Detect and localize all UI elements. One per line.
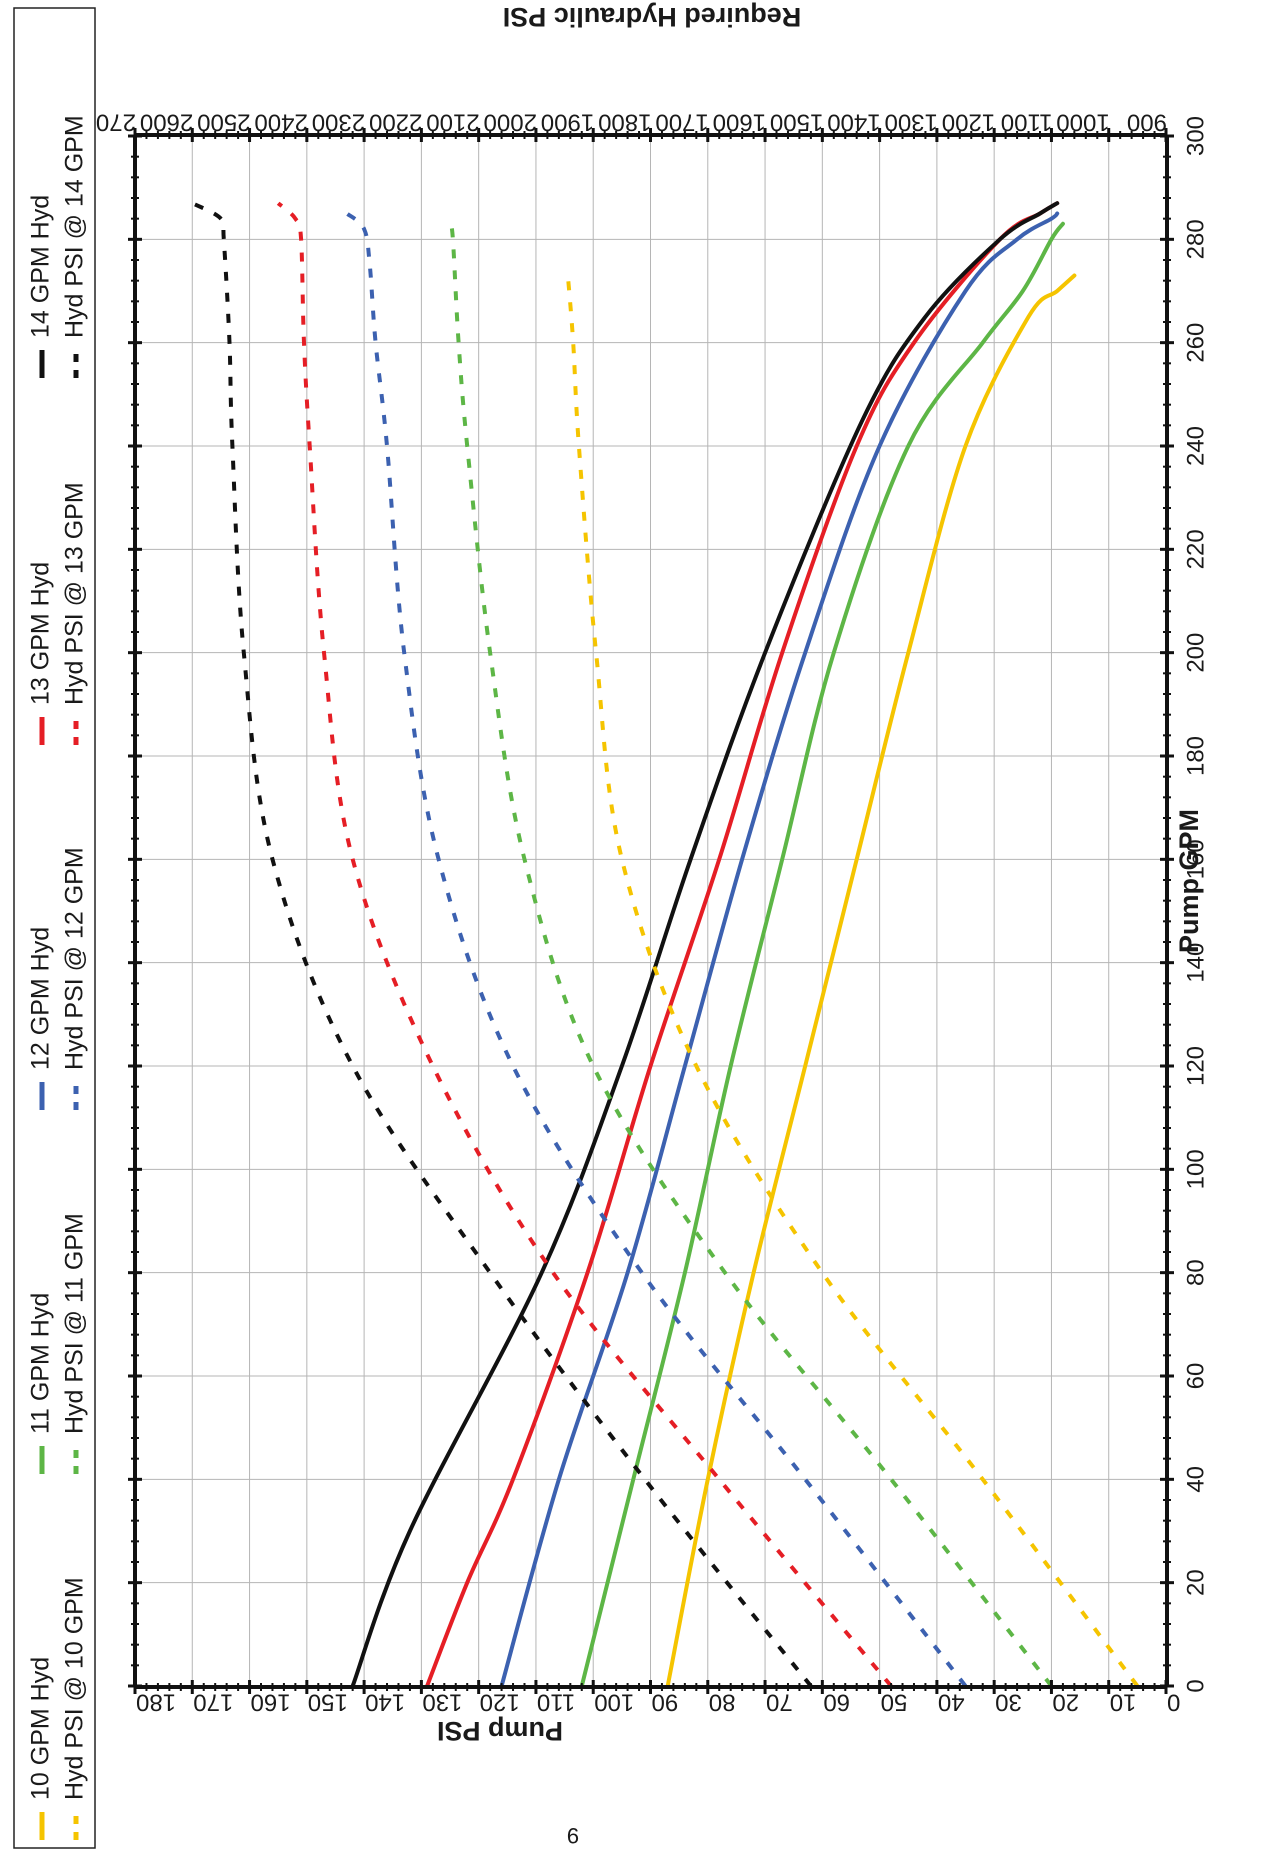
tick-label-gpm: 80 [1182, 1259, 1209, 1286]
tick-label-psi: 170 [193, 1689, 233, 1716]
legend-item: Hyd PSI @ 10 GPM [61, 1577, 89, 1840]
tick-label-hyd: 1000 [1056, 109, 1109, 136]
legend-label: 10 GPM Hyd [27, 1657, 55, 1800]
tick-label-hyd: 1300 [884, 109, 937, 136]
tick-label-gpm: 0 [1182, 1679, 1209, 1692]
tick-label-psi: 160 [251, 1689, 291, 1716]
series-line-0 [665, 273, 1077, 1688]
series-line-3 [425, 201, 1060, 1688]
plot-frame [128, 128, 1174, 1694]
legend-label: 11 GPM Hyd [27, 1293, 55, 1434]
tick-label-psi: 30 [995, 1689, 1022, 1716]
tick-label-psi: 180 [136, 1689, 176, 1716]
tick-label-hyd: 2500 [197, 109, 250, 136]
grid-lines [134, 135, 1167, 1687]
legend-label: Hyd PSI @ 13 GPM [61, 482, 89, 705]
tick-label-gpm: 20 [1182, 1569, 1209, 1596]
tick-label-gpm: 160 [1182, 839, 1209, 879]
tick-label-gpm: 260 [1182, 323, 1209, 363]
series-line-4 [350, 201, 1060, 1688]
tick-label-hyd: 2100 [426, 109, 479, 136]
legend-item: Hyd PSI @ 13 GPM [61, 482, 89, 745]
tick-label-hyd: 1600 [713, 109, 766, 136]
legend: 10 GPM Hyd 11 GPM Hyd 12 GPM Hyd 13 GPM Hyd… [13, 7, 96, 1849]
legend-item: 13 GPM Hyd [27, 562, 55, 745]
tick-label-psi: 10 [1110, 1689, 1137, 1716]
tick-label-gpm: 200 [1182, 633, 1209, 673]
tick-label-psi: 50 [881, 1689, 908, 1716]
tick-label-psi: 20 [1052, 1689, 1079, 1716]
series-line-8 [276, 201, 893, 1688]
tick-label-psi: 130 [422, 1689, 462, 1716]
tick-label-gpm: 280 [1182, 219, 1209, 259]
tick-labels: 0 10 20 30 40 50 60 70 80 90 100 110 120 130 140 150 160… [83, 109, 1210, 1716]
tick-label-psi: 80 [709, 1689, 736, 1716]
tick-label-psi: 0 [1167, 1689, 1180, 1716]
tick-label-gpm: 120 [1182, 1046, 1209, 1086]
tick-label-gpm: 180 [1182, 736, 1209, 776]
series-line-9 [191, 201, 813, 1688]
tick-label-hyd: 1400 [827, 109, 880, 136]
tick-label-gpm: 220 [1182, 529, 1209, 569]
tick-label-hyd: 2300 [312, 109, 365, 136]
legend-box [13, 7, 96, 1849]
series-line-6 [448, 222, 1053, 1688]
tick-label-psi: 110 [537, 1689, 575, 1716]
page-number: 9 [567, 1823, 579, 1848]
legend-item: Hyd PSI @ 12 GPM [61, 847, 89, 1110]
tick-label-hyd: 1500 [770, 109, 823, 136]
tick-label-hyd: 1900 [541, 109, 594, 136]
legend-label: 12 GPM Hyd [27, 927, 55, 1070]
legend-item: Hyd PSI @ 14 GPM [61, 115, 89, 378]
y2-axis-title: Required Hydraulic PSI [503, 2, 802, 32]
y-axis-title: Pump PSI [437, 1716, 563, 1746]
legend-items: 10 GPM Hyd 11 GPM Hyd 12 GPM Hyd 13 GPM Hyd… [27, 115, 89, 1840]
tick-label-hyd: 1100 [1001, 109, 1053, 136]
tick-label-psi: 60 [823, 1689, 850, 1716]
legend-item: 14 GPM Hyd [27, 195, 55, 378]
series-line-5 [565, 270, 1140, 1688]
tick-label-psi: 140 [365, 1689, 405, 1716]
legend-item: Hyd PSI @ 11 GPM [61, 1213, 89, 1474]
tick-label-gpm: 300 [1182, 116, 1209, 156]
legend-item: 10 GPM Hyd [27, 1657, 55, 1840]
tick-label-gpm: 40 [1182, 1466, 1209, 1493]
legend-label: Hyd PSI @ 14 GPM [61, 115, 89, 338]
tick-label-gpm: 240 [1182, 426, 1209, 466]
tick-label-psi: 120 [480, 1689, 520, 1716]
legend-item: 12 GPM Hyd [27, 927, 55, 1110]
legend-label: 13 GPM Hyd [27, 562, 55, 705]
series-line-2 [499, 211, 1060, 1688]
legend-label: 14 GPM Hyd [27, 195, 55, 338]
series-layer [191, 201, 1140, 1688]
tick-label-hyd: 1700 [655, 109, 708, 136]
tick-label-psi: 90 [652, 1689, 679, 1716]
tick-label-hyd: 1200 [942, 109, 995, 136]
series-line-7 [345, 211, 968, 1688]
tick-label-gpm: 100 [1182, 1149, 1209, 1189]
legend-label: Hyd PSI @ 11 GPM [61, 1213, 89, 1434]
series-line-1 [579, 221, 1065, 1688]
tick-label-psi: 100 [594, 1689, 634, 1716]
x-axis-title: Pump GPM [1174, 809, 1204, 953]
legend-label: Hyd PSI @ 12 GPM [61, 847, 89, 1070]
tick-label-hyd: 2600 [140, 109, 193, 136]
legend-label: Hyd PSI @ 10 GPM [61, 1577, 89, 1800]
tick-label-psi: 40 [938, 1689, 965, 1716]
legend-item: 11 GPM Hyd [27, 1293, 55, 1474]
tick-label-gpm: 140 [1182, 943, 1209, 983]
tick-label-hyd: 2400 [254, 109, 307, 136]
tick-label-psi: 150 [308, 1689, 348, 1716]
tick-label-hyd: 2200 [369, 109, 422, 136]
tick-label-hyd: 900 [1127, 109, 1167, 136]
tick-label-hyd: 2000 [484, 109, 537, 136]
tick-label-gpm: 60 [1182, 1363, 1209, 1390]
tick-label-psi: 70 [766, 1689, 793, 1716]
tick-label-hyd: 1800 [598, 109, 651, 136]
